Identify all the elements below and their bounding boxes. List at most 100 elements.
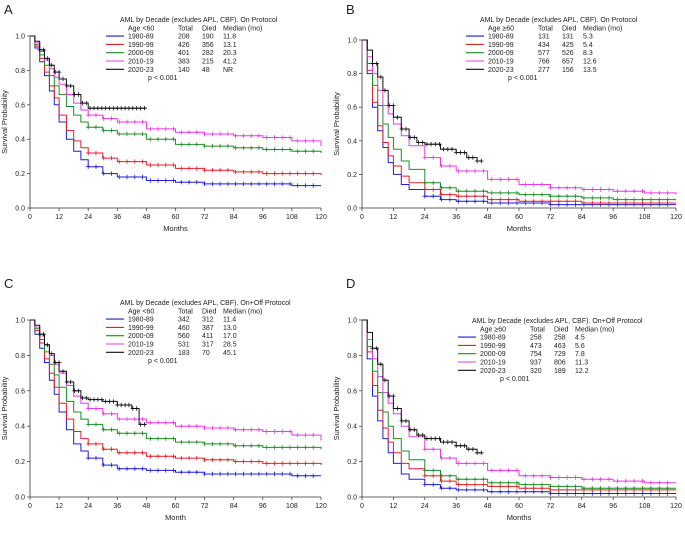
- censor-mark: [481, 199, 486, 204]
- censor-mark: [590, 187, 595, 192]
- censor-mark: [439, 192, 444, 197]
- censor-mark: [523, 192, 528, 197]
- censor-mark: [665, 480, 670, 485]
- censor-mark: [581, 187, 587, 192]
- censor-mark: [210, 168, 215, 173]
- censor-mark: [439, 455, 444, 461]
- censor-mark: [124, 159, 130, 164]
- censor-mark: [548, 475, 553, 480]
- censor-mark: [171, 454, 176, 459]
- censor-mark: [606, 477, 612, 482]
- legend-decade: 1980-89: [128, 317, 154, 324]
- censor-mark: [606, 486, 612, 491]
- censor-mark: [474, 158, 480, 164]
- censor-mark: [101, 447, 106, 452]
- censor-mark: [295, 432, 300, 438]
- legend-title: AML by Decade (excludes APL, CBF). On Pr…: [480, 17, 638, 24]
- censor-marks-1990-99: [86, 441, 316, 466]
- y-tick-label: 0.4: [347, 424, 357, 431]
- censor-mark: [124, 416, 130, 422]
- legend-age-label: Age ≥60: [480, 326, 506, 333]
- censor-mark: [132, 466, 137, 471]
- censor-mark: [186, 424, 192, 429]
- censor-mark: [481, 482, 486, 487]
- censor-mark: [84, 395, 89, 401]
- censor-mark: [111, 106, 116, 111]
- censor-mark: [72, 92, 77, 97]
- legend-died: 729: [554, 351, 566, 358]
- censor-mark: [140, 131, 145, 137]
- censor-mark: [217, 181, 223, 187]
- censor-mark: [210, 425, 215, 431]
- censor-mark: [45, 342, 50, 347]
- censor-mark: [287, 445, 293, 450]
- censor-mark: [437, 436, 442, 441]
- censor-mark: [49, 351, 54, 356]
- censor-mark: [472, 189, 478, 194]
- censor-marks-2000-09: [86, 422, 316, 450]
- censor-mark: [439, 478, 444, 484]
- censor-mark: [439, 473, 444, 478]
- censor-mark: [441, 439, 446, 445]
- censor-mark: [117, 466, 122, 471]
- censor-mark: [420, 432, 425, 438]
- y-tick-label: 0.8: [15, 68, 25, 75]
- km-panel-b: B 0 12 24 36 48 60 72 84 96 108 120 0.0 0.2 0.4 0.6 0.8 1…: [332, 0, 685, 274]
- censor-mark: [264, 445, 269, 450]
- y-axis-title: Survival Probability: [332, 92, 341, 156]
- censor-mark: [648, 486, 654, 491]
- censor-mark: [107, 399, 112, 404]
- censor-mark: [256, 133, 262, 138]
- censor-mark: [171, 178, 176, 183]
- censor-mark: [117, 431, 122, 436]
- km-chart-d-svg: D 0 12 24 36 48 60 72 84 96 108 120 0.0 0.2 0.4 0.6 0.8 1…: [332, 276, 682, 522]
- censor-mark: [623, 486, 628, 491]
- censor-marks-2000-09: [422, 468, 670, 491]
- y-tick-label: 0.0: [347, 495, 357, 502]
- censor-marks-1990-99: [422, 473, 670, 493]
- censor-marks-1980-89: [86, 455, 316, 478]
- censor-mark: [60, 369, 66, 374]
- legend-pvalue: p < 0.001: [500, 376, 529, 383]
- censor-marks-2010-19: [422, 155, 670, 196]
- censor-mark: [163, 468, 168, 473]
- x-tick-label: 96: [259, 503, 267, 510]
- censor-mark: [445, 439, 450, 445]
- x-tick-label: 0: [28, 503, 32, 510]
- censor-mark: [155, 137, 161, 142]
- censor-mark: [93, 406, 99, 411]
- censor-mark: [556, 475, 561, 480]
- censor-mark: [447, 478, 453, 484]
- legend-total: 460: [178, 325, 190, 332]
- legend-title: AML by Decade (excludes APL, CBF). On Pr…: [120, 17, 278, 24]
- censor-mark: [648, 480, 654, 485]
- censor-mark: [138, 106, 143, 111]
- censor-mark: [225, 131, 231, 137]
- censor-mark: [249, 133, 254, 138]
- censor-mark: [439, 185, 444, 190]
- censor-mark: [456, 487, 461, 493]
- censor-mark: [431, 468, 436, 473]
- censor-mark: [109, 155, 114, 161]
- censor-mark: [295, 138, 300, 144]
- censor-mark: [378, 74, 383, 80]
- censor-mark: [138, 422, 143, 427]
- censor-mark: [631, 486, 637, 491]
- censor-mark: [148, 162, 153, 168]
- censor-mark: [439, 197, 444, 202]
- censor-mark: [623, 197, 628, 202]
- censor-mark: [171, 420, 176, 425]
- censor-mark: [623, 478, 628, 484]
- legend-total: 754: [530, 351, 542, 358]
- censor-mark: [249, 443, 254, 448]
- censor-mark: [370, 346, 375, 351]
- x-tick-label: 12: [55, 214, 63, 221]
- censor-mark: [531, 199, 536, 204]
- legend-died: 411: [202, 333, 213, 340]
- censor-mark: [95, 106, 101, 111]
- censor-mark: [122, 106, 128, 111]
- censor-mark: [264, 429, 269, 434]
- legend-died: 387: [202, 325, 214, 332]
- censor-mark: [217, 425, 223, 431]
- censor-mark: [86, 441, 91, 447]
